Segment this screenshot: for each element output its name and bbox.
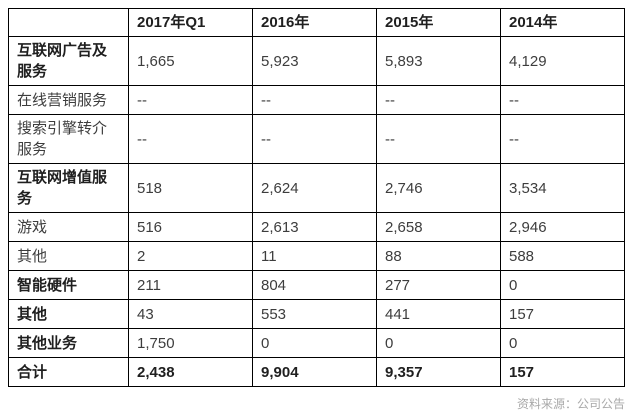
cell-value: 11: [252, 241, 377, 271]
table-row: 游戏 516 2,613 2,658 2,946: [8, 212, 625, 242]
cell-value: 2,624: [252, 163, 377, 213]
cell-value: 2,613: [252, 212, 377, 242]
cell-value: 157: [500, 357, 625, 387]
cell-value: --: [376, 114, 501, 164]
cell-value: 5,923: [252, 36, 377, 86]
row-label: 其他: [8, 299, 129, 329]
row-label: 其他业务: [8, 328, 129, 358]
column-header: 2016年: [252, 8, 377, 37]
cell-value: 588: [500, 241, 625, 271]
column-header: 2015年: [376, 8, 501, 37]
table-row: 其他 2 11 88 588: [8, 241, 625, 271]
row-label: 在线营销服务: [8, 85, 129, 115]
table-row: 互联网增值服务 518 2,624 2,746 3,534: [8, 163, 625, 213]
cell-value: 4,129: [500, 36, 625, 86]
row-label: 合计: [8, 357, 129, 387]
cell-value: 2,746: [376, 163, 501, 213]
table-row: 搜索引擎转介服务 -- -- -- --: [8, 114, 625, 164]
cell-value: --: [376, 85, 501, 115]
cell-value: --: [252, 114, 377, 164]
cell-value: 516: [128, 212, 253, 242]
cell-value: 2: [128, 241, 253, 271]
cell-value: 88: [376, 241, 501, 271]
cell-value: 3,534: [500, 163, 625, 213]
cell-value: 157: [500, 299, 625, 329]
cell-value: --: [128, 114, 253, 164]
column-header-empty: [8, 8, 129, 37]
cell-value: --: [252, 85, 377, 115]
cell-value: 0: [500, 328, 625, 358]
table-row: 合计 2,438 9,904 9,357 157: [8, 357, 625, 387]
column-header: 2014年: [500, 8, 625, 37]
table-row: 互联网广告及服务 1,665 5,923 5,893 4,129: [8, 36, 625, 86]
cell-value: 277: [376, 270, 501, 300]
cell-value: 553: [252, 299, 377, 329]
table-body: 互联网广告及服务 1,665 5,923 5,893 4,129 在线营销服务 -- -- --…: [8, 36, 625, 387]
cell-value: 2,946: [500, 212, 625, 242]
cell-value: 2,658: [376, 212, 501, 242]
table-row: 其他业务 1,750 0 0 0: [8, 328, 625, 358]
table-row: 智能硬件 211 804 277 0: [8, 270, 625, 300]
cell-value: 1,750: [128, 328, 253, 358]
row-label: 智能硬件: [8, 270, 129, 300]
cell-value: 0: [500, 270, 625, 300]
cell-value: 5,893: [376, 36, 501, 86]
cell-value: 518: [128, 163, 253, 213]
row-label: 互联网增值服务: [8, 163, 129, 213]
cell-value: --: [500, 85, 625, 115]
cell-value: 1,665: [128, 36, 253, 86]
financial-table: 2017年Q1 2016年 2015年 2014年 互联网广告及服务 1,665 5,92…: [8, 8, 625, 387]
cell-value: 43: [128, 299, 253, 329]
row-label: 互联网广告及服务: [8, 36, 129, 86]
cell-value: 211: [128, 270, 253, 300]
cell-value: 2,438: [128, 357, 253, 387]
source-note: 资料来源：公司公告: [516, 397, 625, 411]
table-row: 在线营销服务 -- -- -- --: [8, 85, 625, 115]
cell-value: 804: [252, 270, 377, 300]
cell-value: 441: [376, 299, 501, 329]
cell-value: --: [500, 114, 625, 164]
cell-value: --: [128, 85, 253, 115]
header-row: 2017年Q1 2016年 2015年 2014年: [8, 8, 625, 37]
row-label: 其他: [8, 241, 129, 271]
table-row: 其他 43 553 441 157: [8, 299, 625, 329]
row-label: 搜索引擎转介服务: [8, 114, 129, 164]
column-header: 2017年Q1: [128, 8, 253, 37]
cell-value: 0: [376, 328, 501, 358]
cell-value: 0: [252, 328, 377, 358]
table-header: 2017年Q1 2016年 2015年 2014年: [8, 8, 625, 37]
cell-value: 9,357: [376, 357, 501, 387]
cell-value: 9,904: [252, 357, 377, 387]
row-label: 游戏: [8, 212, 129, 242]
